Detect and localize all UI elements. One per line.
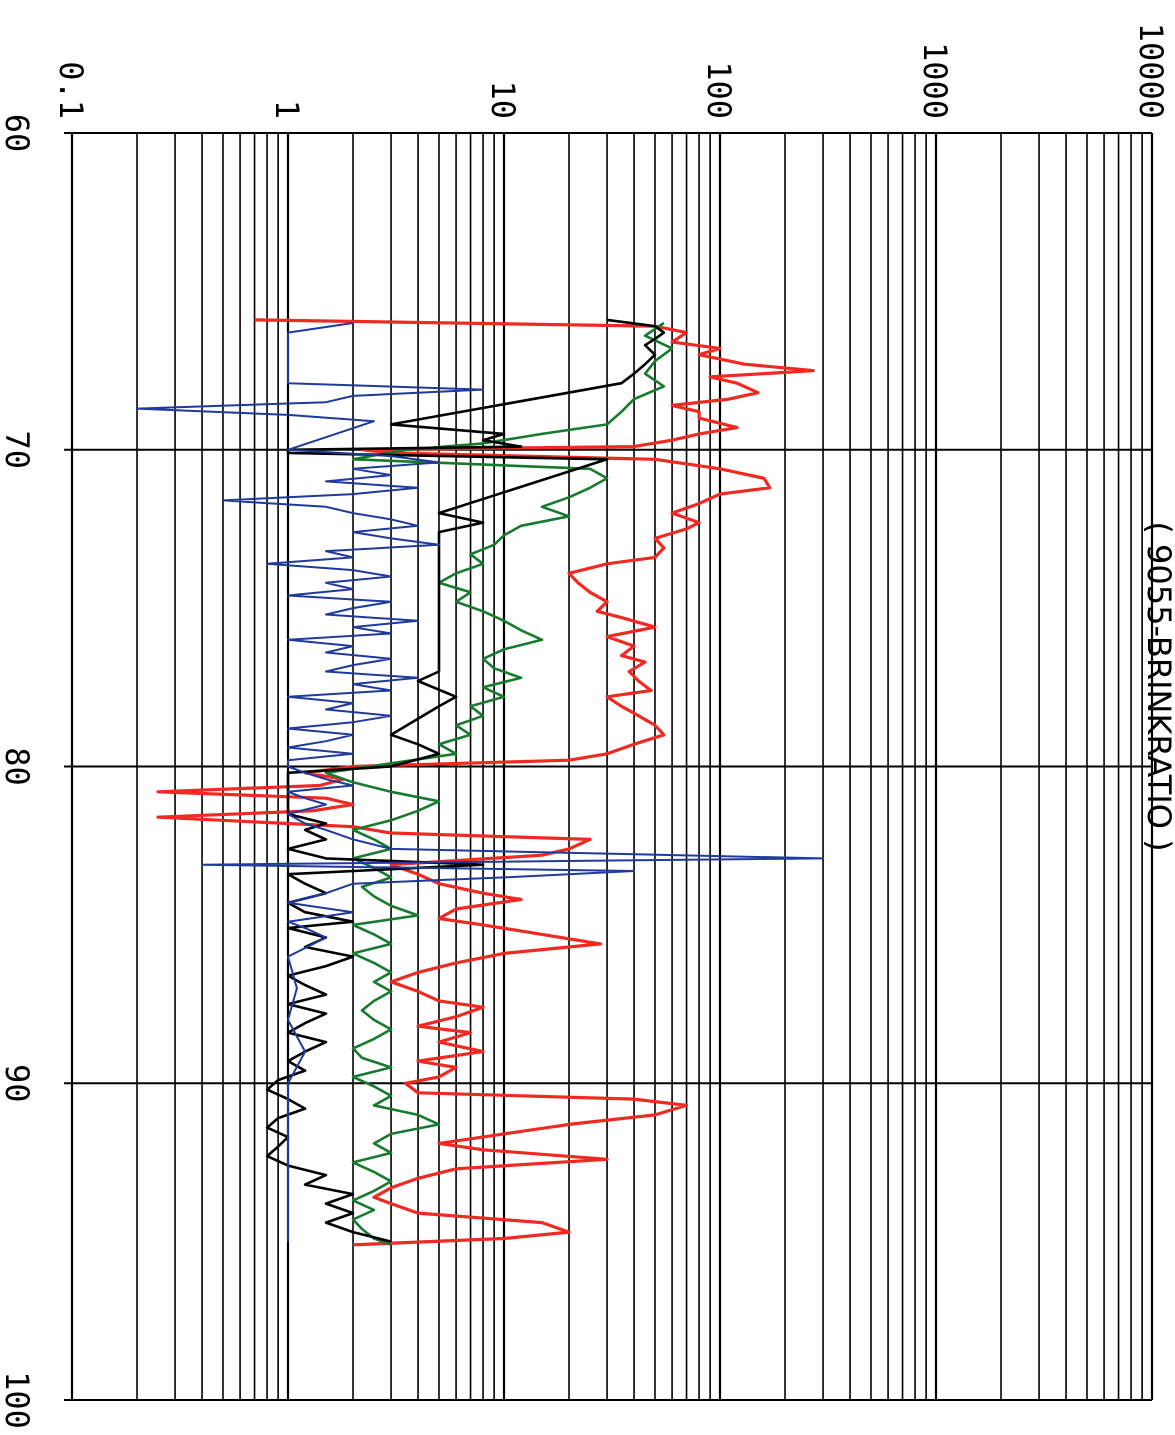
series-line-blue (136, 322, 825, 1242)
series-line-green (324, 321, 674, 1247)
y-tick-label: 0.1 (52, 61, 90, 119)
x-tick-label: 90 (0, 1064, 36, 1103)
y-tick-label: 10000 (1132, 23, 1170, 119)
chart-title: ( 9055-BRINKRATIO ) (1140, 521, 1175, 851)
y-tick-label: 1 (268, 100, 306, 119)
x-tick-label: 70 (0, 431, 36, 470)
y-tick-label: 1000 (916, 42, 954, 119)
x-tick-label: 60 (0, 114, 36, 153)
y-tick-label: 10 (484, 80, 522, 119)
x-tick-label: 80 (0, 747, 36, 786)
x-tick-label: 100 (0, 1371, 36, 1429)
y-tick-label: 100 (700, 61, 738, 119)
series-line-red (156, 318, 815, 1247)
plot-area: 0.1 1 10 100 1000 10000 60 70 80 90 100 ( 9055-BRIN… (0, 23, 1175, 1429)
series-line-black (265, 318, 666, 1243)
